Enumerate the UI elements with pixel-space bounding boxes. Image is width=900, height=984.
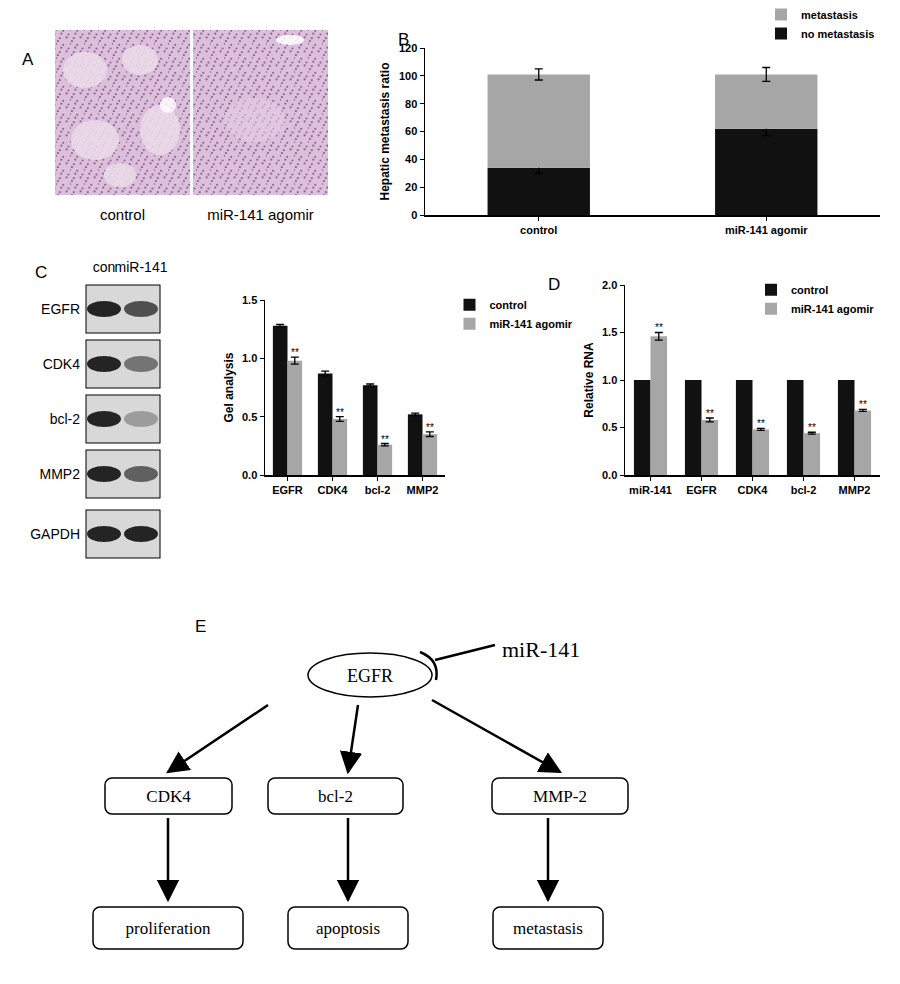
svg-text:control: control: [791, 284, 828, 296]
svg-text:EGFR: EGFR: [347, 666, 393, 686]
svg-text:con: con: [93, 259, 116, 275]
svg-text:miR-141 agomir: miR-141 agomir: [207, 206, 314, 223]
svg-text:miR-141 agomir: miR-141 agomir: [791, 303, 874, 315]
svg-text:apoptosis: apoptosis: [316, 919, 380, 938]
svg-text:**: **: [381, 434, 389, 445]
svg-text:miR-141: miR-141: [629, 484, 672, 496]
svg-text:Relative RNA: Relative RNA: [582, 342, 596, 418]
svg-text:80: 80: [405, 98, 417, 110]
svg-text:B: B: [398, 30, 409, 49]
svg-text:EGFR: EGFR: [272, 484, 303, 496]
svg-text:1.5: 1.5: [602, 326, 617, 338]
svg-text:E: E: [195, 617, 206, 636]
svg-text:**: **: [655, 322, 663, 333]
svg-text:0.0: 0.0: [602, 469, 617, 481]
svg-text:bcl-2: bcl-2: [50, 411, 81, 427]
svg-text:control: control: [490, 299, 527, 311]
svg-text:bcl-2: bcl-2: [318, 787, 353, 806]
svg-text:miR-141: miR-141: [115, 259, 168, 275]
svg-text:0.0: 0.0: [242, 469, 257, 481]
svg-text:Gel analysis: Gel analysis: [222, 352, 236, 422]
svg-text:EGFR: EGFR: [686, 484, 717, 496]
svg-text:**: **: [336, 407, 344, 418]
svg-text:miR-141 agomir: miR-141 agomir: [725, 224, 808, 236]
svg-text:1.0: 1.0: [602, 374, 617, 386]
svg-text:MMP2: MMP2: [839, 484, 871, 496]
svg-text:40: 40: [405, 153, 417, 165]
svg-text:1.0: 1.0: [242, 352, 257, 364]
svg-text:CDK4: CDK4: [738, 484, 769, 496]
svg-text:C: C: [35, 263, 47, 282]
svg-text:CDK4: CDK4: [146, 787, 191, 806]
svg-text:**: **: [757, 418, 765, 429]
svg-text:1.5: 1.5: [242, 294, 257, 306]
svg-text:**: **: [706, 408, 714, 419]
svg-text:miR-141 agomir: miR-141 agomir: [490, 318, 573, 330]
svg-text:control: control: [520, 224, 557, 236]
svg-text:120: 120: [399, 42, 417, 54]
svg-text:A: A: [22, 50, 34, 69]
svg-text:miR-141: miR-141: [502, 637, 580, 662]
svg-text:CDK4: CDK4: [43, 356, 81, 372]
svg-text:MMP2: MMP2: [407, 484, 439, 496]
svg-text:bcl-2: bcl-2: [365, 484, 391, 496]
svg-text:**: **: [426, 422, 434, 433]
svg-text:GAPDH: GAPDH: [30, 526, 80, 542]
svg-text:D: D: [548, 275, 560, 294]
svg-text:bcl-2: bcl-2: [791, 484, 817, 496]
svg-text:0: 0: [411, 209, 417, 221]
svg-text:20: 20: [405, 181, 417, 193]
svg-text:60: 60: [405, 125, 417, 137]
svg-text:CDK4: CDK4: [318, 484, 349, 496]
svg-text:EGFR: EGFR: [41, 301, 80, 317]
svg-text:Hepatic metastasis ratio: Hepatic metastasis ratio: [378, 62, 392, 200]
svg-text:no metastasis: no metastasis: [801, 28, 874, 40]
svg-text:2.0: 2.0: [602, 279, 617, 291]
svg-text:100: 100: [399, 70, 417, 82]
svg-text:control: control: [100, 206, 145, 223]
svg-text:**: **: [291, 347, 299, 358]
svg-text:metastasis: metastasis: [801, 9, 858, 21]
svg-text:**: **: [859, 399, 867, 410]
svg-text:**: **: [808, 422, 816, 433]
svg-text:MMP2: MMP2: [40, 466, 81, 482]
svg-text:metastasis: metastasis: [513, 919, 583, 938]
svg-text:proliferation: proliferation: [126, 919, 211, 938]
svg-text:0.5: 0.5: [602, 421, 617, 433]
svg-text:0.5: 0.5: [242, 411, 257, 423]
svg-text:MMP-2: MMP-2: [533, 787, 587, 806]
